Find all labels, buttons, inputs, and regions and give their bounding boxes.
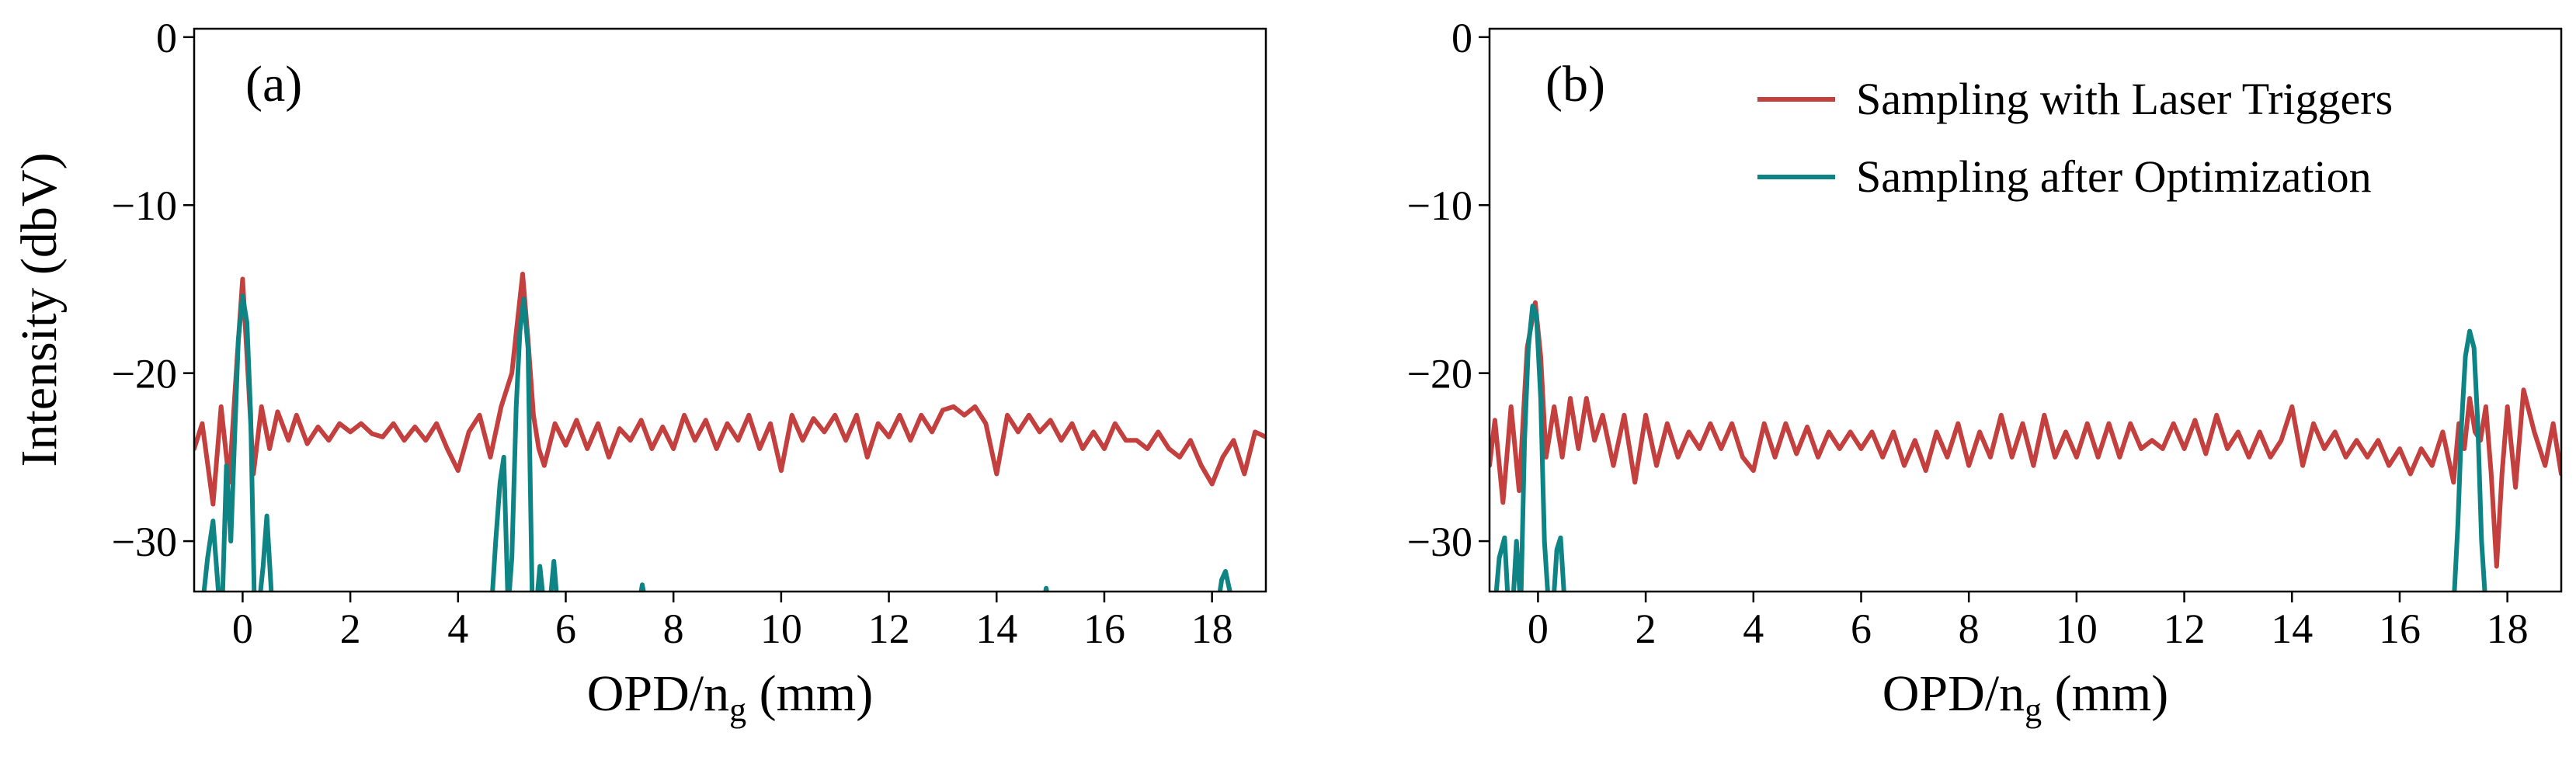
- x-tick-label: 16: [2379, 606, 2421, 652]
- panel-a: Intensity (dbV) 0 2 4 6 8 10 12 14 16 18 0 −10 −20 −3…: [11, 15, 1267, 729]
- y-tick-label: −30: [1407, 519, 1472, 565]
- series-line-after-optimization: [201, 293, 1232, 592]
- x-axis-label-main: OPD/n: [1882, 665, 2025, 722]
- x-tick-label: 12: [868, 606, 910, 652]
- x-axis-label-unit: (mm): [2042, 665, 2168, 722]
- x-tick-label: 2: [340, 606, 361, 652]
- x-axis-label: OPD/ng (mm): [587, 665, 874, 729]
- axis-ticks: 0 2 4 6 8 10 12 14 16 18 0 −10 −20 −30: [112, 15, 1233, 652]
- x-tick-label: 6: [555, 606, 576, 652]
- legend-label-laser-triggers: Sampling with Laser Triggers: [1856, 74, 2393, 124]
- x-tick-label: 12: [2164, 606, 2206, 652]
- axis-ticks: 0 2 4 6 8 10 12 14 16 18 0 −10 −20 −30: [1407, 15, 2529, 652]
- x-tick-label: 8: [1959, 606, 1980, 652]
- x-tick-label: 16: [1083, 606, 1125, 652]
- x-tick-label: 14: [2271, 606, 2313, 652]
- x-tick-label: 0: [1528, 606, 1549, 652]
- x-tick-label: 10: [2056, 606, 2098, 652]
- x-tick-label: 0: [232, 606, 253, 652]
- x-tick-label: 18: [2487, 606, 2529, 652]
- x-axis-label-unit: (mm): [746, 665, 873, 722]
- panel-label-b: (b): [1545, 56, 1605, 113]
- x-tick-label: 10: [760, 606, 802, 652]
- y-tick-label: −10: [112, 182, 177, 229]
- x-tick-label: 4: [447, 606, 468, 652]
- panel-b: 0 2 4 6 8 10 12 14 16 18 0 −10 −20 −30 (b) OPD/ng (mm…: [1407, 15, 2563, 729]
- x-axis-label-main: OPD/n: [587, 665, 729, 722]
- plot-frame: [193, 27, 1267, 593]
- y-tick-label: 0: [156, 15, 177, 61]
- series-line-laser-triggers: [1490, 300, 2561, 569]
- legend: Sampling with Laser Triggers Sampling af…: [1757, 74, 2393, 202]
- x-tick-label: 4: [1743, 606, 1764, 652]
- y-tick-label: −30: [112, 519, 177, 565]
- series-line-laser-triggers: [194, 272, 1266, 507]
- y-tick-label: −20: [112, 351, 177, 397]
- series-line-after-optimization: [1493, 304, 2487, 592]
- x-axis-label-sub: g: [729, 691, 746, 729]
- x-tick-label: 2: [1636, 606, 1656, 652]
- series-layer: [194, 272, 1266, 592]
- x-tick-label: 18: [1191, 606, 1233, 652]
- legend-label-after-optimization: Sampling after Optimization: [1856, 151, 2372, 202]
- y-axis-label: Intensity (dbV): [11, 152, 68, 467]
- plot-frame: [1488, 27, 2563, 593]
- x-tick-label: 6: [1851, 606, 1872, 652]
- x-axis-label-sub: g: [2025, 691, 2042, 729]
- x-axis-label: OPD/ng (mm): [1882, 665, 2169, 729]
- y-tick-label: −20: [1407, 351, 1472, 397]
- y-tick-label: −10: [1407, 182, 1472, 229]
- panel-label-a: (a): [245, 56, 302, 113]
- series-layer: [1490, 300, 2561, 592]
- x-tick-label: 14: [975, 606, 1017, 652]
- x-tick-label: 8: [663, 606, 684, 652]
- y-tick-label: 0: [1451, 15, 1472, 61]
